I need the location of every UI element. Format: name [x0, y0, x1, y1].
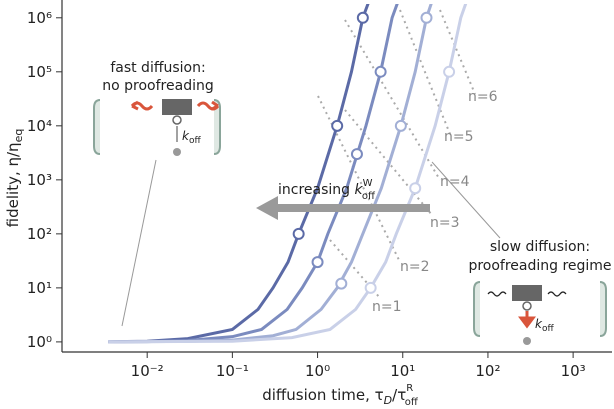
xlabel-main: diffusion time, τ	[262, 386, 383, 404]
pointer-line	[121, 159, 157, 327]
n-label: n=3	[430, 215, 460, 231]
x-tick-label: 10⁰	[305, 362, 330, 380]
arrow-text: increasing	[278, 182, 355, 198]
n-label: n=1	[372, 299, 402, 315]
y-tick-label: 10⁴	[27, 117, 52, 135]
wavy-arrow	[196, 100, 220, 111]
pointer-line	[431, 161, 501, 239]
slow-line2: proofreading regime	[468, 258, 611, 274]
y-axis-label: fidelity, η/ηeq	[4, 129, 25, 228]
koff-sub: off	[189, 136, 202, 146]
marker	[394, 119, 407, 132]
arrow-sup: W	[363, 178, 373, 189]
x-tick-label: 10⁻²	[131, 362, 164, 380]
marker	[409, 182, 422, 195]
ylabel-main: fidelity, η/η	[4, 142, 22, 227]
n-label: n=4	[440, 174, 470, 190]
koff-k: k	[182, 129, 190, 143]
arrow-k: k	[355, 182, 364, 198]
bracket	[599, 281, 607, 337]
enzyme	[512, 285, 542, 301]
xlabel-mid: /τ	[392, 386, 406, 404]
marker	[364, 281, 377, 294]
n-label: n=6	[468, 89, 498, 105]
koff-label: koff	[535, 317, 554, 334]
x-tick-label: 10¹	[390, 362, 415, 380]
substrate	[523, 337, 531, 345]
substrate	[522, 301, 532, 311]
wavy-line	[487, 291, 567, 297]
x-axis-label: diffusion time, τD/τR off	[262, 383, 419, 408]
arrow-label: increasing kW off	[278, 178, 376, 202]
koff-sub: off	[542, 324, 555, 334]
enzyme	[162, 99, 192, 115]
wavy-arrow	[130, 100, 154, 111]
curve	[108, 4, 370, 344]
marker	[356, 11, 369, 24]
marker	[292, 227, 305, 240]
x-tick-label: 10²	[475, 362, 500, 380]
y-tick-label: 10²	[27, 225, 52, 243]
slow-line1: slow diffusion:	[490, 239, 590, 255]
bracket	[473, 281, 481, 337]
n-label: n=2	[400, 259, 430, 275]
y-tick-label: 10⁰	[27, 333, 52, 351]
fast-line2: no proofreading	[102, 78, 213, 94]
marker	[350, 148, 363, 161]
y-tick-label: 10⁶	[27, 9, 52, 27]
xlabel-sub2: off	[405, 397, 419, 408]
x-tick-label: 10⁻¹	[216, 362, 249, 380]
red-arrow	[518, 311, 536, 329]
curve	[108, 4, 468, 344]
direction-arrow	[256, 196, 430, 220]
bracket	[93, 99, 101, 155]
x-tick-label: 10³	[561, 362, 586, 380]
marker	[331, 119, 344, 132]
xlabel-sub: D	[384, 394, 392, 407]
substrate	[172, 115, 182, 125]
marker	[443, 65, 456, 78]
n-lines	[317, 9, 476, 299]
y-tick-label: 10¹	[27, 279, 52, 297]
y-tick-label: 10³	[27, 171, 52, 189]
y-tick-label: 10⁵	[27, 63, 52, 81]
koff-k: k	[535, 317, 543, 331]
bracket	[213, 99, 221, 155]
marker	[374, 65, 387, 78]
marker	[335, 277, 348, 290]
marker	[311, 256, 324, 269]
substrate	[173, 148, 181, 156]
fast-line1: fast diffusion:	[110, 60, 205, 76]
ylabel-sub: eq	[12, 129, 25, 143]
n-label: n=5	[444, 129, 474, 145]
arrow-sub: off	[362, 191, 376, 202]
xlabel-sup: R	[406, 383, 413, 394]
marker	[420, 11, 433, 24]
koff-label: koff	[182, 129, 201, 146]
